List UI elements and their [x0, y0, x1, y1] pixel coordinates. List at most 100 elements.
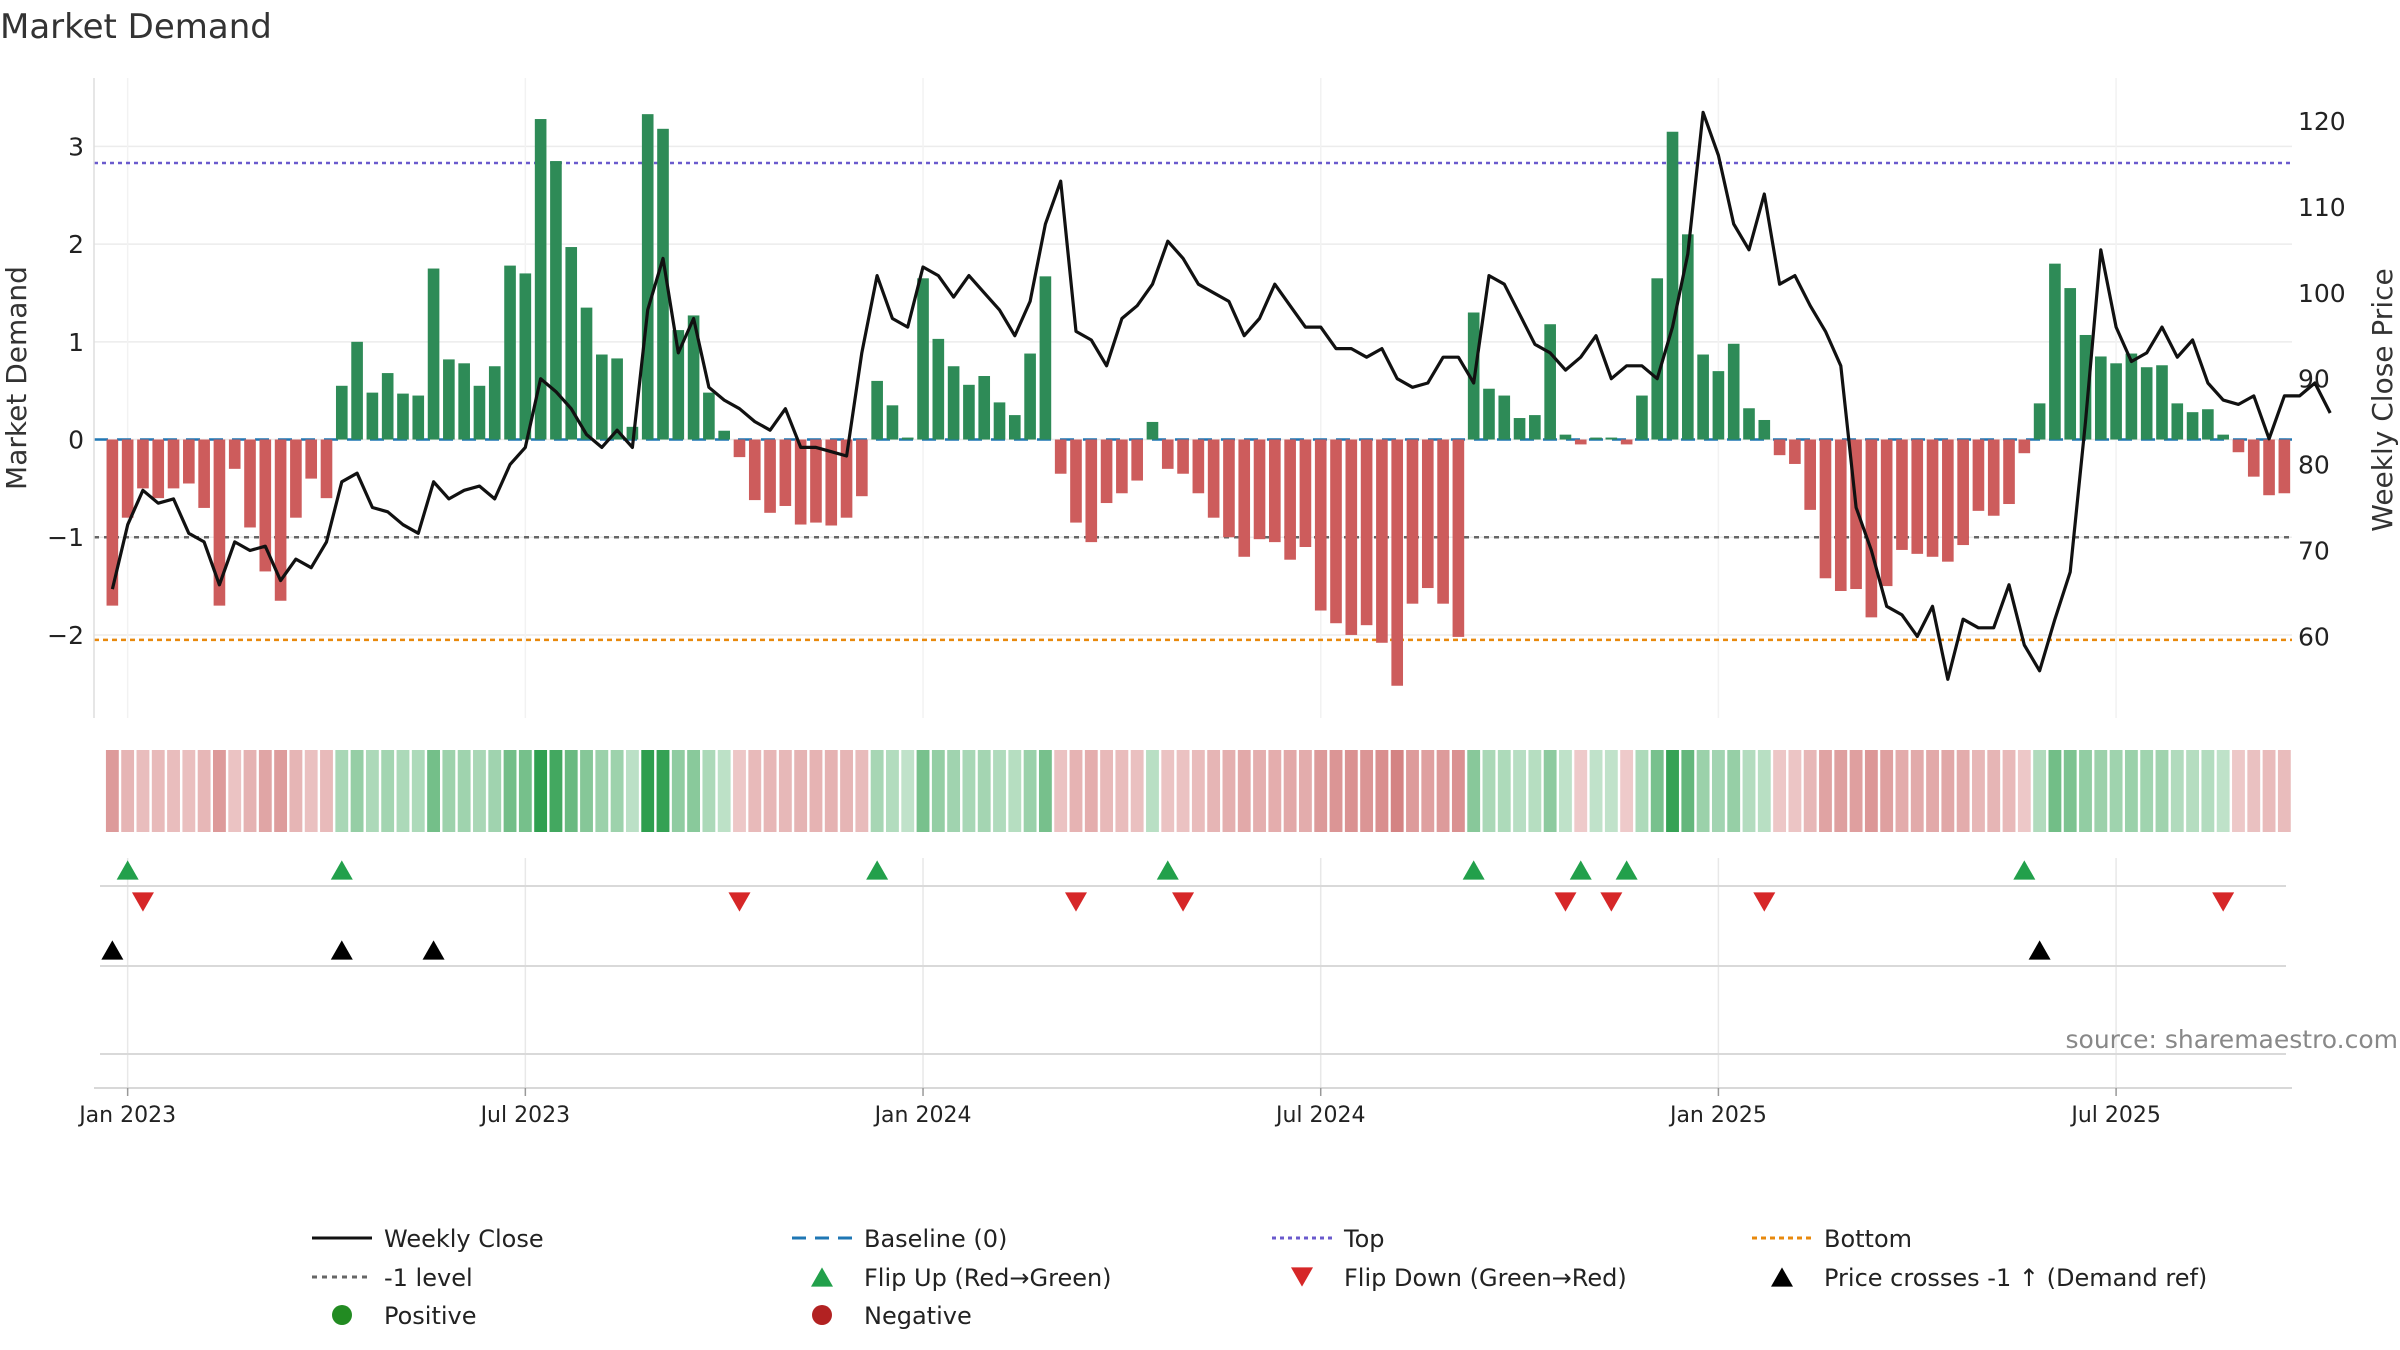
demand-bar	[335, 385, 348, 440]
demand-bar	[1529, 415, 1541, 440]
heat-cell	[427, 750, 440, 832]
flip-up-marker	[1156, 860, 1179, 880]
demand-bar	[1330, 439, 1342, 624]
demand-bar	[2186, 412, 2199, 440]
heat-cell	[1773, 750, 1787, 832]
legend-item: Positive	[332, 1302, 477, 1330]
x-tick-label: Jul 2025	[2069, 1103, 2161, 1128]
x-tick-label: Jan 2025	[1668, 1103, 1767, 1128]
flip-down-marker	[1753, 892, 1776, 912]
demand-bar	[672, 330, 685, 440]
demand-bar	[397, 393, 409, 440]
heat-cell	[1604, 750, 1618, 832]
heat-cell	[320, 750, 333, 832]
y-right-tick-label: 90	[2298, 365, 2330, 394]
demand-bar	[1804, 439, 1816, 510]
demand-bar	[1437, 439, 1449, 604]
price-cross-marker	[101, 940, 124, 960]
demand-bar	[1666, 131, 1679, 440]
demand-bar	[917, 278, 929, 440]
demand-bar	[1743, 408, 1755, 440]
legend-flip-up-swatch	[811, 1267, 833, 1287]
heat-cell	[977, 750, 991, 832]
legend-item: Flip Down (Green→Red)	[1291, 1264, 1627, 1292]
demand-bar	[2202, 409, 2214, 440]
demand-bar	[412, 395, 425, 440]
heat-cell	[610, 750, 624, 832]
demand-bar	[2278, 439, 2291, 494]
demand-bar	[519, 273, 532, 440]
demand-bar	[1100, 439, 1113, 504]
demand-bar	[856, 439, 868, 497]
flip-up-marker	[2013, 860, 2036, 880]
demand-bar	[1360, 439, 1373, 626]
demand-bar	[932, 338, 945, 440]
demand-bar	[2140, 367, 2153, 440]
legend-item: Bottom	[1752, 1225, 1912, 1253]
heat-cell	[656, 750, 670, 832]
flip-up-marker	[866, 860, 889, 880]
demand-bar	[1284, 439, 1296, 560]
heat-cell	[671, 750, 685, 832]
demand-bar	[1406, 439, 1419, 604]
legend-price-cross-swatch	[1771, 1267, 1793, 1287]
flip-down-marker	[1554, 892, 1577, 912]
demand-bar	[596, 354, 608, 440]
legend-label: Flip Down (Green→Red)	[1344, 1264, 1627, 1292]
demand-bar	[1651, 278, 1664, 440]
demand-bar	[1299, 439, 1312, 548]
heat-cell	[473, 750, 486, 832]
demand-bar	[1911, 439, 1924, 554]
y-left-tick-label: −1	[47, 523, 84, 552]
price-cross-marker	[330, 940, 353, 960]
heat-cell	[2216, 750, 2230, 832]
x-tick-label: Jul 2024	[1274, 1103, 1366, 1128]
x-tick-label: Jul 2023	[479, 1103, 571, 1128]
heat-cell	[733, 750, 746, 832]
demand-bar	[993, 402, 1006, 440]
price-cross-marker	[422, 940, 445, 960]
demand-bar	[733, 439, 746, 458]
heat-cell	[167, 750, 180, 832]
heat-cell	[886, 750, 899, 832]
heat-cell	[1727, 750, 1741, 832]
demand-bar	[611, 358, 623, 440]
demand-bar	[1116, 439, 1128, 494]
heat-cell	[350, 750, 364, 832]
demand-bar	[1972, 439, 1985, 511]
demand-bar	[1391, 439, 1404, 686]
demand-bar	[1559, 434, 1572, 440]
demand-bar	[1544, 324, 1556, 440]
demand-bar	[657, 128, 669, 440]
heat-cell	[641, 750, 655, 832]
demand-bar	[1896, 439, 1908, 550]
demand-bar	[106, 439, 119, 606]
demand-bar	[2125, 353, 2138, 440]
demand-bar	[1253, 439, 1266, 540]
heat-cell	[2109, 750, 2123, 832]
demand-bar	[1421, 439, 1434, 589]
heat-cell	[1849, 750, 1863, 832]
heat-cell	[549, 750, 563, 832]
demand-bar	[274, 439, 287, 601]
demand-bar	[2171, 403, 2184, 440]
demand-bar	[1727, 343, 1740, 440]
legend-flip-down-swatch	[1291, 1267, 1313, 1287]
heat-cell	[1268, 750, 1282, 832]
y-right-tick-label: 110	[2298, 193, 2346, 222]
demand-bar	[1314, 439, 1327, 611]
legend-item: -1 level	[312, 1264, 473, 1292]
y-axis-label-right: Weekly Close Price	[2366, 268, 2399, 531]
heat-cell	[2186, 750, 2200, 832]
heat-cell	[2063, 750, 2077, 832]
heat-cell	[901, 750, 915, 832]
heat-cell	[1895, 750, 1909, 832]
heat-cell	[1757, 750, 1771, 832]
demand-bar	[458, 363, 470, 440]
flip-up-marker	[1615, 860, 1638, 880]
flip-up-marker	[1569, 860, 1592, 880]
heat-cell	[1956, 750, 1970, 832]
demand-bar	[1513, 418, 1526, 440]
heat-cell	[2155, 750, 2169, 832]
